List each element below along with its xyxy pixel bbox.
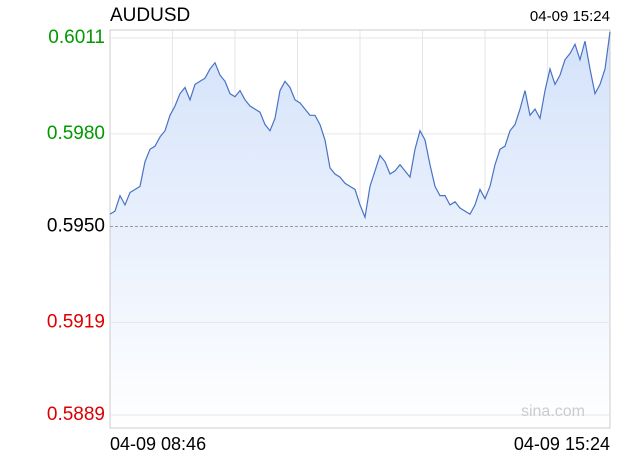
y-tick-label: 0.5919 [47,311,105,332]
time-label: 04-09 15:24 [530,8,610,25]
y-tick-label: 0.5889 [47,404,105,425]
chart-title: AUDUSD [110,5,190,26]
x-tick-label: 04-09 15:24 [514,434,610,454]
y-tick-label: 0.6011 [48,27,105,48]
y-tick-label: 0.5950 [47,216,105,237]
x-tick-label: 04-09 08:46 [110,434,206,454]
watermark: sina.com [521,403,585,420]
plot-frame [109,29,611,429]
area [110,31,610,428]
y-tick-label: 0.5980 [47,123,105,144]
line [109,31,611,220]
